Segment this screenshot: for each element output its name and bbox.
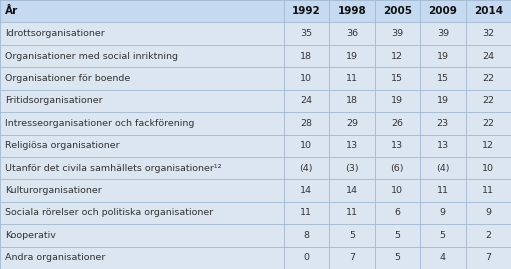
Text: 19: 19	[437, 52, 449, 61]
Text: 10: 10	[482, 164, 494, 173]
Text: 12: 12	[391, 52, 403, 61]
Text: 19: 19	[391, 96, 403, 105]
Bar	[0, 157, 511, 179]
Text: 39: 39	[437, 29, 449, 38]
Text: 6: 6	[394, 208, 400, 217]
Text: 10: 10	[391, 186, 403, 195]
Text: 11: 11	[300, 208, 312, 217]
Text: Kulturorganisationer: Kulturorganisationer	[5, 186, 102, 195]
Text: 15: 15	[391, 74, 403, 83]
Text: 2014: 2014	[474, 6, 503, 16]
Text: 11: 11	[437, 186, 449, 195]
Bar	[0, 22, 511, 45]
Text: Religiösa organisationer: Religiösa organisationer	[5, 141, 120, 150]
Bar	[0, 112, 511, 134]
Bar	[0, 179, 511, 202]
Text: År: År	[5, 6, 18, 16]
Text: 32: 32	[482, 29, 494, 38]
Text: 24: 24	[300, 96, 312, 105]
Text: 5: 5	[394, 231, 400, 240]
Text: 5: 5	[440, 231, 446, 240]
Text: 7: 7	[349, 253, 355, 262]
Bar	[0, 247, 511, 269]
Text: 35: 35	[300, 29, 312, 38]
Text: 2009: 2009	[428, 6, 457, 16]
Text: 13: 13	[437, 141, 449, 150]
Text: 23: 23	[437, 119, 449, 128]
Text: (3): (3)	[345, 164, 359, 173]
Text: 10: 10	[300, 141, 312, 150]
Text: Utanför det civila samhällets organisationer¹²: Utanför det civila samhällets organisati…	[5, 164, 222, 173]
Text: 29: 29	[346, 119, 358, 128]
Text: 1998: 1998	[337, 6, 366, 16]
Text: Intresseorganisationer och fackförening: Intresseorganisationer och fackförening	[5, 119, 195, 128]
Text: 2005: 2005	[383, 6, 412, 16]
Text: 11: 11	[346, 208, 358, 217]
Text: 12: 12	[482, 141, 494, 150]
Text: Organisationer för boende: Organisationer för boende	[5, 74, 130, 83]
Text: 26: 26	[391, 119, 403, 128]
Text: 10: 10	[300, 74, 312, 83]
Text: 19: 19	[346, 52, 358, 61]
Text: 4: 4	[440, 253, 446, 262]
Text: Idrottsorganisationer: Idrottsorganisationer	[5, 29, 105, 38]
Bar	[0, 202, 511, 224]
Bar	[0, 67, 511, 90]
Text: 1992: 1992	[292, 6, 321, 16]
Text: 5: 5	[349, 231, 355, 240]
Bar	[0, 0, 511, 22]
Text: 0: 0	[304, 253, 309, 262]
Bar	[0, 90, 511, 112]
Text: 19: 19	[437, 96, 449, 105]
Text: Sociala rörelser och politiska organisationer: Sociala rörelser och politiska organisat…	[5, 208, 214, 217]
Text: Organisationer med social inriktning: Organisationer med social inriktning	[5, 52, 178, 61]
Text: 14: 14	[300, 186, 312, 195]
Text: 18: 18	[300, 52, 312, 61]
Bar	[0, 224, 511, 247]
Text: 22: 22	[482, 74, 494, 83]
Text: Andra organisationer: Andra organisationer	[5, 253, 105, 262]
Text: (4): (4)	[299, 164, 313, 173]
Text: (6): (6)	[390, 164, 404, 173]
Text: 15: 15	[437, 74, 449, 83]
Text: Fritidsorganisationer: Fritidsorganisationer	[5, 96, 103, 105]
Text: 22: 22	[482, 96, 494, 105]
Text: 18: 18	[346, 96, 358, 105]
Text: 7: 7	[485, 253, 491, 262]
Text: 8: 8	[304, 231, 309, 240]
Text: 5: 5	[394, 253, 400, 262]
Text: 2: 2	[485, 231, 491, 240]
Bar	[0, 45, 511, 67]
Text: 13: 13	[346, 141, 358, 150]
Text: 9: 9	[440, 208, 446, 217]
Text: 11: 11	[482, 186, 494, 195]
Text: 28: 28	[300, 119, 312, 128]
Text: 22: 22	[482, 119, 494, 128]
Text: 14: 14	[346, 186, 358, 195]
Bar	[0, 134, 511, 157]
Text: 9: 9	[485, 208, 491, 217]
Text: 36: 36	[346, 29, 358, 38]
Text: 39: 39	[391, 29, 403, 38]
Text: Kooperativ: Kooperativ	[5, 231, 56, 240]
Text: (4): (4)	[436, 164, 450, 173]
Text: 11: 11	[346, 74, 358, 83]
Text: 13: 13	[391, 141, 403, 150]
Text: 24: 24	[482, 52, 494, 61]
